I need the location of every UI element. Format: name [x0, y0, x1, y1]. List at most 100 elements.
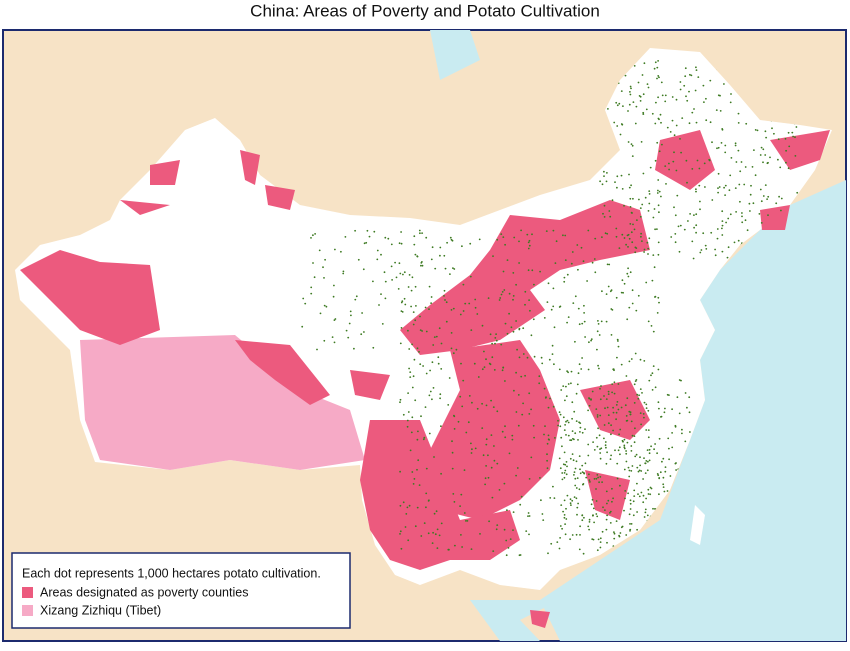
dot: [606, 514, 608, 517]
dot: [579, 426, 582, 429]
dot: [399, 533, 401, 535]
dot: [630, 358, 633, 360]
dot: [413, 235, 416, 238]
dot: [618, 102, 621, 105]
dot: [699, 251, 702, 254]
dot: [549, 497, 552, 499]
dot: [423, 436, 426, 439]
dot: [578, 323, 581, 326]
dot: [642, 113, 645, 115]
dot: [791, 131, 794, 134]
dot: [419, 329, 422, 331]
dot: [504, 322, 507, 325]
dot: [564, 469, 567, 472]
dot: [625, 375, 628, 377]
dot: [705, 97, 707, 100]
dot: [603, 175, 605, 178]
dot: [603, 216, 606, 218]
dot: [716, 237, 719, 240]
dot: [601, 236, 603, 239]
dot: [528, 239, 531, 242]
dot: [655, 101, 657, 104]
dot: [582, 483, 585, 485]
dot: [746, 229, 749, 232]
dot: [376, 249, 379, 252]
dot: [729, 213, 732, 216]
dot: [629, 197, 632, 200]
dot: [607, 108, 609, 110]
dot: [612, 497, 614, 500]
dot: [615, 296, 618, 299]
dot: [500, 343, 503, 346]
dot: [629, 523, 631, 525]
dot: [735, 161, 738, 163]
dot: [580, 246, 583, 249]
dot: [591, 261, 594, 264]
dot: [636, 466, 639, 469]
dot: [487, 476, 490, 479]
dot: [564, 259, 567, 261]
dot: [613, 537, 616, 540]
dot: [714, 254, 717, 257]
dot: [762, 195, 765, 197]
dot: [452, 307, 455, 310]
dot: [443, 289, 446, 292]
dot: [679, 138, 681, 140]
dot: [603, 170, 605, 173]
dot: [635, 309, 638, 312]
dot: [636, 393, 639, 396]
dot: [503, 482, 506, 485]
dot: [541, 513, 544, 515]
dot: [547, 282, 550, 285]
dot: [664, 100, 667, 103]
dot: [651, 279, 654, 282]
dot: [596, 445, 599, 448]
dot: [399, 342, 402, 345]
dot: [596, 474, 599, 476]
dot: [566, 419, 569, 422]
dot: [739, 170, 742, 173]
dot: [498, 299, 501, 301]
dot: [643, 248, 646, 251]
dot: [638, 394, 640, 397]
dot: [664, 94, 667, 97]
dot: [764, 154, 767, 156]
dot: [505, 539, 508, 542]
dot: [425, 372, 428, 375]
dot: [412, 311, 415, 313]
dot: [566, 370, 568, 372]
dot: [716, 228, 719, 230]
dot: [354, 298, 357, 301]
dot: [602, 212, 604, 215]
dot: [570, 439, 573, 442]
dot: [445, 301, 448, 304]
dot: [484, 477, 487, 480]
dot: [410, 305, 412, 308]
dot: [590, 338, 593, 340]
dot: [581, 322, 584, 325]
dot: [678, 250, 681, 253]
dot: [645, 108, 648, 111]
dot: [688, 90, 690, 93]
dot: [723, 83, 725, 85]
dot: [695, 66, 697, 69]
dot: [400, 547, 403, 550]
dot: [439, 246, 442, 249]
dot: [738, 183, 741, 186]
dot: [604, 232, 607, 235]
dot: [491, 356, 494, 359]
dot: [728, 189, 731, 192]
dot: [520, 495, 523, 498]
dot: [656, 192, 659, 194]
dot: [635, 379, 638, 381]
dot: [631, 465, 634, 467]
dot: [646, 514, 649, 517]
dot: [515, 371, 517, 374]
dot: [573, 471, 576, 473]
dot: [750, 184, 752, 187]
dot: [463, 512, 466, 514]
dot: [647, 253, 649, 255]
dot: [566, 321, 568, 324]
dot: [590, 339, 592, 342]
dot: [739, 200, 741, 203]
